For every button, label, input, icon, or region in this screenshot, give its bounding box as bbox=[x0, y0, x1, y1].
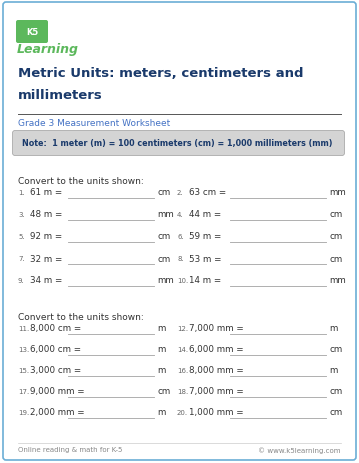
Text: cm: cm bbox=[329, 407, 342, 417]
Text: m: m bbox=[329, 366, 337, 375]
Text: Online reading & math for K-5: Online reading & math for K-5 bbox=[18, 446, 122, 452]
Text: Grade 3 Measurement Worksheet: Grade 3 Measurement Worksheet bbox=[18, 119, 170, 128]
Text: 8,000 mm =: 8,000 mm = bbox=[189, 366, 244, 375]
Text: 59 m =: 59 m = bbox=[189, 232, 222, 241]
Text: 48 m =: 48 m = bbox=[30, 210, 62, 219]
Text: cm: cm bbox=[329, 254, 342, 263]
Text: 4.: 4. bbox=[177, 212, 183, 218]
Text: cm: cm bbox=[157, 254, 170, 263]
Text: 11.: 11. bbox=[18, 325, 29, 332]
Text: 16.: 16. bbox=[177, 367, 188, 373]
Text: 63 cm =: 63 cm = bbox=[189, 188, 226, 197]
Text: m: m bbox=[157, 366, 165, 375]
Text: cm: cm bbox=[157, 232, 170, 241]
Text: Metric Units: meters, centimeters and: Metric Units: meters, centimeters and bbox=[18, 67, 303, 80]
Text: 7.: 7. bbox=[18, 256, 25, 262]
FancyBboxPatch shape bbox=[13, 131, 345, 156]
Text: m: m bbox=[157, 324, 165, 333]
Text: 6,000 cm =: 6,000 cm = bbox=[30, 345, 81, 354]
FancyBboxPatch shape bbox=[16, 21, 48, 44]
Text: mm: mm bbox=[157, 210, 174, 219]
Text: 10.: 10. bbox=[177, 277, 188, 283]
Text: 6,000 mm =: 6,000 mm = bbox=[189, 345, 244, 354]
Text: 1.: 1. bbox=[18, 189, 25, 195]
Text: 8,000 cm =: 8,000 cm = bbox=[30, 324, 81, 333]
Text: 6.: 6. bbox=[177, 233, 184, 239]
Text: Note:  1 meter (m) = 100 centimeters (cm) = 1,000 millimeters (mm): Note: 1 meter (m) = 100 centimeters (cm)… bbox=[22, 139, 332, 148]
Text: 19.: 19. bbox=[18, 409, 29, 415]
Text: cm: cm bbox=[329, 232, 342, 241]
Text: mm: mm bbox=[157, 276, 174, 285]
Text: 14.: 14. bbox=[177, 346, 188, 352]
Text: 20.: 20. bbox=[177, 409, 188, 415]
Text: 15.: 15. bbox=[18, 367, 29, 373]
Text: mm: mm bbox=[329, 276, 346, 285]
Text: 1,000 mm =: 1,000 mm = bbox=[189, 407, 244, 417]
Text: 92 m =: 92 m = bbox=[30, 232, 62, 241]
Text: 3.: 3. bbox=[18, 212, 25, 218]
Text: cm: cm bbox=[157, 387, 170, 396]
Text: Convert to the units shown:: Convert to the units shown: bbox=[18, 176, 144, 186]
Text: K5: K5 bbox=[26, 28, 38, 37]
Text: m: m bbox=[157, 407, 165, 417]
Text: 32 m =: 32 m = bbox=[30, 254, 62, 263]
Text: 2.: 2. bbox=[177, 189, 183, 195]
FancyBboxPatch shape bbox=[3, 3, 356, 460]
Text: 12.: 12. bbox=[177, 325, 188, 332]
Text: mm: mm bbox=[329, 188, 346, 197]
Text: cm: cm bbox=[329, 345, 342, 354]
Text: millimeters: millimeters bbox=[18, 89, 103, 102]
Text: 5.: 5. bbox=[18, 233, 25, 239]
Text: cm: cm bbox=[329, 210, 342, 219]
Text: Convert to the units shown:: Convert to the units shown: bbox=[18, 313, 144, 321]
Text: 3,000 cm =: 3,000 cm = bbox=[30, 366, 81, 375]
Text: 44 m =: 44 m = bbox=[189, 210, 221, 219]
Text: 17.: 17. bbox=[18, 388, 29, 394]
Text: 7,000 mm =: 7,000 mm = bbox=[189, 324, 244, 333]
Text: © www.k5learning.com: © www.k5learning.com bbox=[258, 446, 341, 453]
Text: 9,000 mm =: 9,000 mm = bbox=[30, 387, 85, 396]
Text: 13.: 13. bbox=[18, 346, 29, 352]
Text: 7,000 mm =: 7,000 mm = bbox=[189, 387, 244, 396]
Text: 9.: 9. bbox=[18, 277, 25, 283]
Text: 14 m =: 14 m = bbox=[189, 276, 221, 285]
Text: 18.: 18. bbox=[177, 388, 188, 394]
Text: cm: cm bbox=[157, 188, 170, 197]
Text: m: m bbox=[157, 345, 165, 354]
Text: 61 m =: 61 m = bbox=[30, 188, 62, 197]
Text: 34 m =: 34 m = bbox=[30, 276, 62, 285]
Text: 8.: 8. bbox=[177, 256, 184, 262]
Text: cm: cm bbox=[329, 387, 342, 396]
Text: 53 m =: 53 m = bbox=[189, 254, 222, 263]
Text: Learning: Learning bbox=[17, 43, 79, 56]
Text: 2,000 mm =: 2,000 mm = bbox=[30, 407, 85, 417]
Text: m: m bbox=[329, 324, 337, 333]
